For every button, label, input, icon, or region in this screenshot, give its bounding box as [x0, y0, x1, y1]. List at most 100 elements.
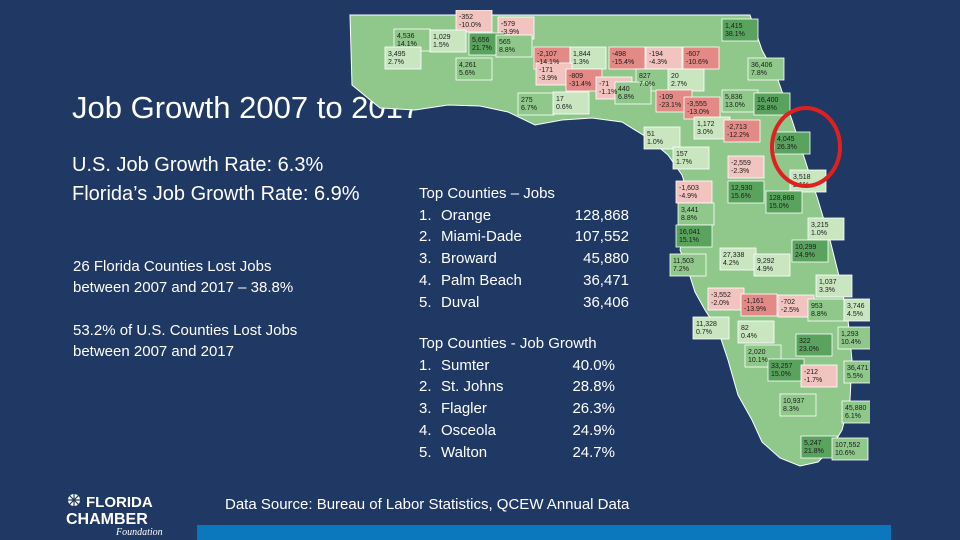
- county-cell: [721, 18, 759, 42]
- us-growth-rate: U.S. Job Growth Rate: 6.3%: [72, 154, 324, 176]
- county-cell: [455, 57, 493, 81]
- slide-title: Job Growth 2007 to 2017: [72, 90, 421, 125]
- county-label: 322 23.0%: [799, 338, 819, 353]
- rank: 3.: [419, 400, 432, 418]
- list-heading: Top Counties - Job Growth: [419, 335, 597, 352]
- note-line: between 2007 and 2017 – 38.8%: [73, 279, 294, 296]
- county-label: 1,029 1.5%: [433, 34, 451, 49]
- county-cell: [692, 316, 730, 340]
- county-label: 3,495 2.7%: [388, 51, 406, 66]
- county-label: 5,247 21.8%: [804, 440, 824, 455]
- county-label: 5,656 21.7%: [472, 37, 492, 52]
- florida-growth-rate: Florida’s Job Growth Rate: 6.9%: [72, 183, 360, 205]
- bottom-bar: [197, 525, 891, 540]
- county-cell: [747, 57, 785, 81]
- county-label: 27,338 4.2%: [723, 252, 745, 267]
- county-label: 9,292 4.9%: [757, 258, 775, 273]
- rank: 1.: [419, 206, 432, 224]
- county-cell: [753, 92, 791, 116]
- county-label: 10,937 8.3%: [783, 398, 805, 413]
- county-label: 82 0.4%: [741, 325, 757, 340]
- county-cells: [384, 10, 870, 461]
- county-label: -702 -2.5%: [781, 299, 799, 314]
- logo-line1: FLORIDA: [86, 494, 153, 511]
- county-label: -809 -31.4%: [569, 73, 591, 88]
- county-cell: [727, 180, 765, 204]
- county-label: -607 -10.6%: [686, 51, 708, 66]
- county-name: St. Johns: [441, 378, 504, 396]
- county-label: 10,299 24.9%: [795, 244, 817, 259]
- county-labels: -352 -10.0% -579 -3.9% 4,536 14.1% 1,029 1.5% 5,…: [388, 14, 869, 457]
- county-name: Duval: [441, 293, 480, 311]
- rank: 5.: [419, 293, 432, 311]
- rank: 3.: [419, 250, 432, 268]
- list-item: 2. Miami-Dade 107,552: [419, 226, 629, 248]
- county-label: -109 -23.1%: [659, 94, 681, 109]
- florida-county-map: -352 -10.0% -579 -3.9% 4,536 14.1% 1,029 1.5% 5,…: [349, 10, 870, 467]
- county-cell: [455, 10, 493, 33]
- county-cell: [837, 326, 870, 350]
- county-cell: [552, 91, 590, 115]
- county-label: 36,406 7.8%: [751, 62, 773, 77]
- county-value: 36,471: [583, 271, 629, 289]
- county-label: -212 -1.7%: [804, 369, 822, 384]
- list-item: 1. Orange 128,868: [419, 205, 629, 227]
- county-label: -3,555 -13.0%: [687, 101, 709, 116]
- growth-rates: U.S. Job Growth Rate: 6.3% Florida’s Job…: [72, 151, 360, 209]
- county-label: -1,161 -13.9%: [744, 298, 766, 313]
- county-cell: [672, 146, 710, 170]
- data-source: Data Source: Bureau of Labor Statistics,…: [225, 496, 630, 513]
- list-item: 3. Flagler 26.3%: [419, 398, 615, 420]
- county-cell: [608, 46, 646, 70]
- note-line: between 2007 and 2017: [73, 343, 234, 360]
- county-name: Osceola: [441, 421, 497, 439]
- county-label: -71 -1.1%: [599, 81, 617, 96]
- county-label: 157 1.7%: [676, 151, 692, 166]
- county-label: 2,020 10.1%: [748, 349, 768, 364]
- county-value: 24.9%: [572, 421, 615, 439]
- rank: 4.: [419, 271, 432, 289]
- us-counties-lost-note: 53.2% of U.S. Counties Lost Jobs between…: [73, 320, 297, 362]
- county-label: 275 6.7%: [521, 97, 537, 112]
- county-label: 3,746 4.5%: [847, 303, 865, 318]
- county-cell: [384, 46, 422, 70]
- top-counties-jobs-list: Top Counties – Jobs 1. Orange 128,868 2. Mi…: [419, 183, 629, 313]
- county-label: -1,603 -4.9%: [679, 185, 699, 200]
- county-cell: [795, 333, 833, 357]
- county-label: 1,293 10.4%: [841, 331, 861, 346]
- county-cell: [791, 239, 829, 263]
- county-label: 45,880 6.1%: [845, 405, 867, 420]
- florida-counties-lost-note: 26 Florida Counties Lost Jobs between 20…: [73, 256, 293, 298]
- florida-chamber-logo: FLORIDA CHAMBER Foundation: [66, 492, 163, 537]
- county-label: 1,037 3.3%: [819, 279, 837, 294]
- county-cell: [495, 34, 533, 58]
- county-label: 953 8.8%: [811, 303, 827, 318]
- county-label: 128,868 15.0%: [769, 195, 794, 210]
- county-label: -2,713 -12.2%: [727, 124, 749, 139]
- county-value: 26.3%: [572, 400, 615, 418]
- county-cell: [815, 274, 853, 298]
- county-value: 40.0%: [572, 356, 615, 374]
- list-item: 3. Broward 45,880: [419, 248, 629, 270]
- county-label: -171 -3.9%: [539, 67, 557, 82]
- county-cell: [740, 293, 778, 317]
- logo-sun-icon: [66, 492, 82, 508]
- county-cell: [643, 126, 681, 150]
- list-heading: Top Counties – Jobs: [419, 185, 555, 202]
- county-label: 565 8.8%: [499, 39, 515, 54]
- county-label: 20 2.7%: [671, 73, 687, 88]
- logo-line3: Foundation: [115, 527, 163, 537]
- county-label: 1,844 1.3%: [573, 51, 591, 66]
- county-cell: [841, 400, 870, 424]
- county-cell: [669, 253, 707, 277]
- list-item: 5. Duval 36,406: [419, 292, 629, 314]
- county-cell: [843, 360, 870, 384]
- county-name: Walton: [441, 443, 488, 461]
- list-item: 2. St. Johns 28.8%: [419, 376, 615, 398]
- county-label: -2,107 -14.1%: [537, 51, 559, 66]
- county-name: Flagler: [441, 400, 487, 418]
- highlight-circle: [770, 106, 842, 188]
- logo-line2: CHAMBER: [66, 511, 148, 528]
- county-label: -352 -10.0%: [459, 14, 481, 29]
- county-label: 4,536 14.1%: [397, 33, 417, 48]
